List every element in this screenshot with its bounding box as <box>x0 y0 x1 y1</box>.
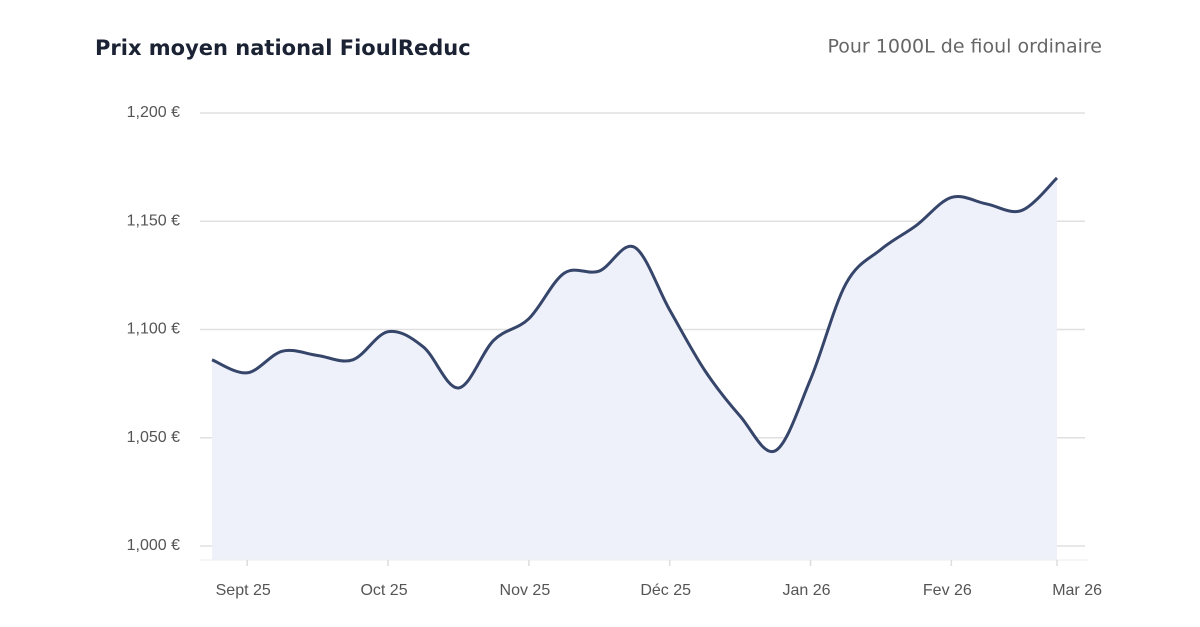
x-tick-label: Fev 26 <box>923 582 972 599</box>
y-tick-label: 1,100 € <box>127 321 180 338</box>
x-tick-label: Sept 25 <box>216 582 271 599</box>
y-tick-label: 1,000 € <box>127 537 180 554</box>
x-tick-label: Jan 26 <box>783 582 831 599</box>
chart-title: Prix moyen national FioulReduc <box>95 36 471 60</box>
y-tick-label: 1,050 € <box>127 429 180 446</box>
x-tick-label: Déc 25 <box>640 582 691 599</box>
line <box>211 176 1059 454</box>
chart-subtitle: Pour 1000L de fioul ordinaire <box>827 36 1102 58</box>
x-tick-label: Mar 26 <box>1052 582 1102 599</box>
area <box>212 177 1057 560</box>
x-tick-label: Oct 25 <box>360 582 407 599</box>
y-tick-label: 1,200 € <box>127 104 180 121</box>
x-tick-label: Nov 25 <box>500 582 551 599</box>
y-tick-label: 1,150 € <box>127 212 180 229</box>
